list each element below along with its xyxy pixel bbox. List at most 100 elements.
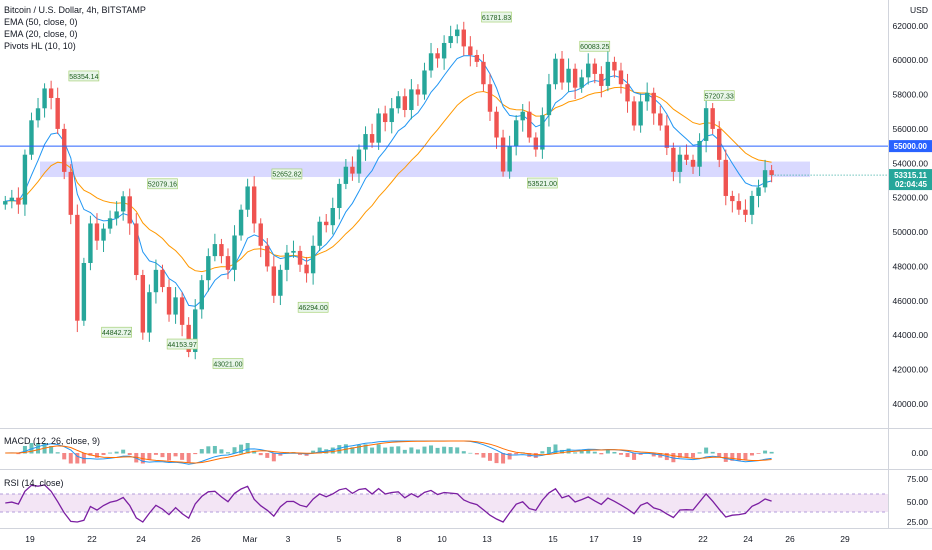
time-tick-label: 10 [437,534,447,544]
macd-histogram-bar [415,449,420,454]
macd-histogram-bar [763,450,768,454]
pivot-label-bg [101,326,132,338]
time-tick-label: 29 [840,534,850,544]
candle [677,146,683,184]
macd-histogram-bar [88,453,93,456]
candle-body [468,46,473,56]
pivot-label-text: 44153.97 [168,342,197,349]
macd-histogram-bar [265,453,270,458]
price-tick-label: 52000.00 [893,193,929,203]
last-price-tag: 53315.11 [894,171,927,180]
candle-body [703,108,709,141]
candle-body [330,207,335,226]
macd-histogram-bar [160,453,165,458]
candle [62,123,67,180]
macd-histogram-bar [402,449,407,454]
macd-histogram-bar [396,446,401,454]
candle [494,106,499,149]
candle [474,49,480,68]
ema20-legend[interactable]: EMA (20, close, 0) [4,29,78,39]
rsi-title[interactable]: RSI (14, close) [4,478,64,488]
candle-body [487,84,493,112]
price-tick-label: 50000.00 [893,227,929,237]
candle-body [455,29,460,37]
candle-body [271,266,277,296]
macd-histogram-bar [16,453,21,455]
candle-body [232,235,237,270]
pivots-legend[interactable]: Pivots HL (10, 10) [4,41,76,51]
candle [212,233,218,262]
candle [599,66,604,98]
candle [762,159,768,193]
macd-histogram-bar [481,453,486,458]
macd-histogram-bar [252,450,257,454]
candle-body [402,96,408,111]
candle-body [559,58,565,83]
macd-histogram-bar [632,453,637,460]
candle [546,73,552,127]
candle [697,133,702,177]
pivot-label: 44842.72 [101,326,132,338]
macd-histogram-bar [167,453,172,461]
candle-body [513,120,519,147]
macd-histogram-bar [605,450,610,454]
chart-legend: Bitcoin / U.S. Dollar, 4h, BITSTAMP EMA … [4,4,146,52]
candle [376,108,381,150]
time-tick-label: 19 [25,534,35,544]
candle-body [435,53,440,59]
ema50-legend[interactable]: EMA (50, close, 0) [4,17,78,27]
candle-body [147,292,152,333]
candle-body [671,147,676,172]
candle [193,299,198,360]
candle [310,235,316,285]
candle-body [173,297,178,315]
candle [68,164,73,225]
candle [671,142,676,182]
candle-body [127,196,132,224]
candle-body [664,125,670,148]
macd-histogram-bar [258,453,263,456]
macd-histogram-bar [278,453,283,456]
candle-body [520,111,525,121]
candle [160,264,165,293]
candle [579,69,584,93]
candle-body [409,89,414,111]
pivot-label-bg [481,11,512,23]
candle-body [245,186,250,210]
candle [166,279,172,322]
macd-histogram-bar [121,449,126,454]
pivot-label: 53521.00 [527,177,558,189]
macd-histogram-bar [553,444,558,454]
price-tick-label: 44000.00 [893,330,929,340]
time-tick-label: 5 [337,534,342,544]
macd-histogram-bar [108,452,113,454]
macd-title[interactable]: MACD (12, 26, close, 9) [4,436,101,446]
macd-histogram-bar [455,447,460,454]
candle [664,115,670,156]
candle [304,256,309,283]
currency-label: USD [910,5,928,15]
candle-body [769,170,774,176]
candle-body [114,211,119,219]
candle [481,54,486,92]
symbol-title[interactable]: Bitcoin / U.S. Dollar, 4h, BITSTAMP [4,5,146,15]
candle-body [572,68,578,88]
candle [572,63,578,100]
macd-histogram-bar [435,447,440,454]
candle-body [238,209,244,236]
candle-body [507,146,512,172]
candle [448,25,453,49]
candle-body [284,252,290,270]
pivot-label-text: 44842.72 [102,330,131,337]
macd-histogram-bar [618,453,623,455]
candle-body [88,223,93,263]
candle [461,21,466,56]
candle-body [422,70,427,95]
macd-histogram-bar [298,453,303,455]
macd-histogram-bar [22,445,27,454]
candle [278,264,283,306]
candle [520,103,525,132]
candle [317,216,322,251]
